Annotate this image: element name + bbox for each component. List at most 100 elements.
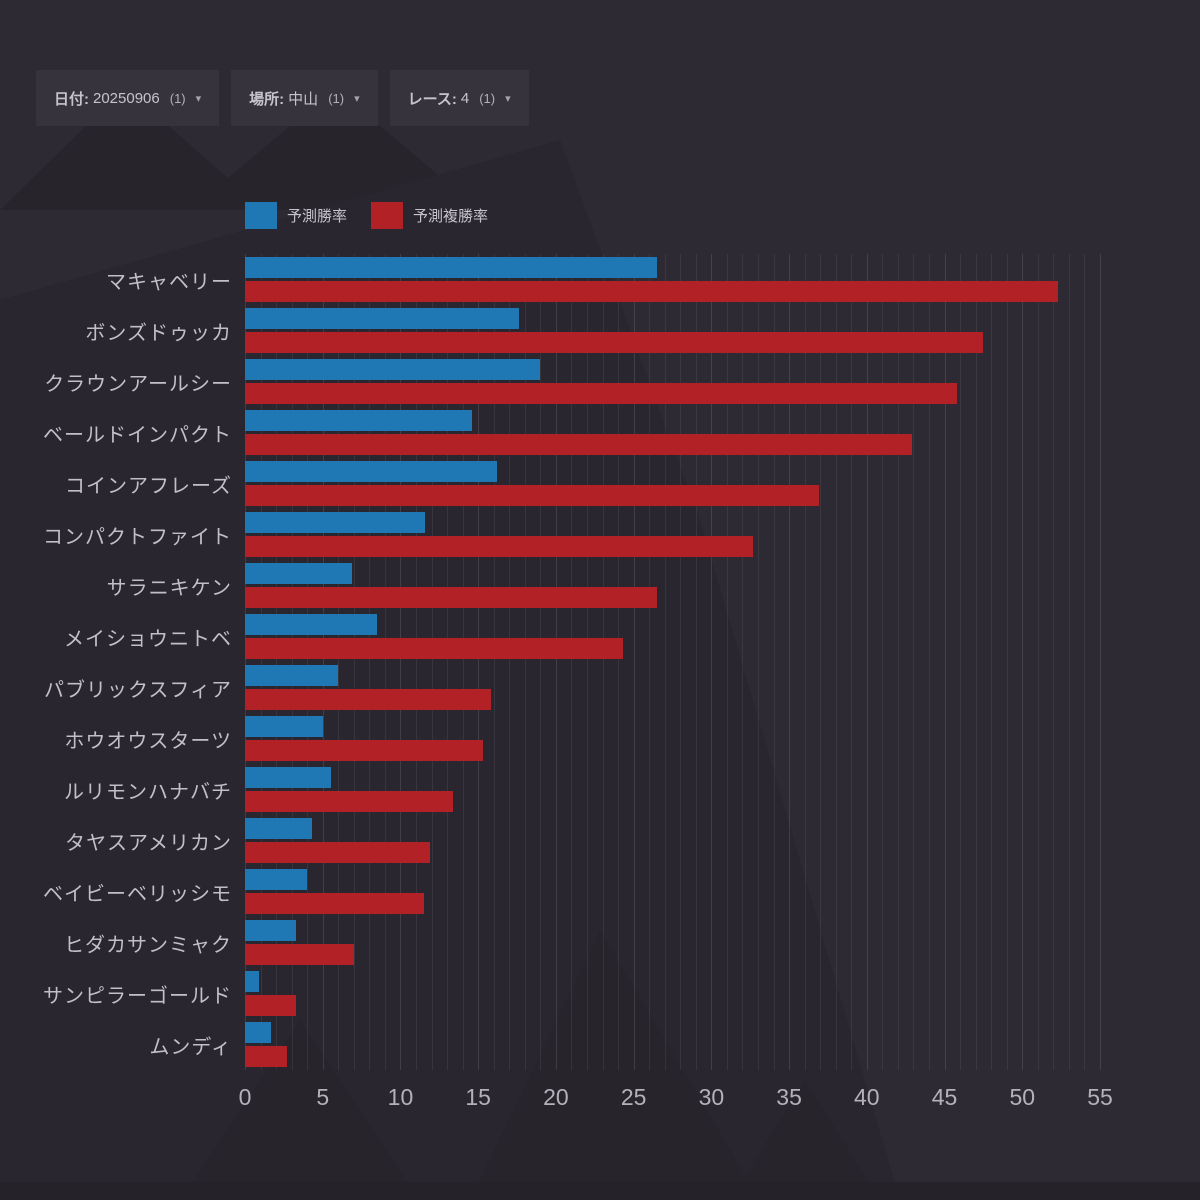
win-rate-bar	[245, 716, 323, 737]
chart-row: クラウンアールシー	[44, 356, 1100, 407]
gridline	[1006, 254, 1008, 1070]
win-rate-bar	[245, 971, 259, 992]
place-rate-bar	[245, 995, 297, 1016]
plot-area: マキャベリーボンズドゥッカクラウンアールシー ベールドインパクトコインアフレーズコ…	[43, 254, 1101, 1070]
gridline	[882, 254, 884, 1070]
gridline	[338, 254, 340, 1070]
category-label: コンパクトファイト	[43, 526, 232, 548]
x-tick-label: 30	[698, 1084, 725, 1110]
gridline	[866, 254, 868, 1070]
gridline	[384, 254, 386, 1070]
blue-swatch-icon	[245, 202, 277, 229]
gridline	[447, 254, 449, 1070]
gridline	[618, 254, 620, 1070]
gridline	[789, 254, 791, 1070]
category-label: ボンズドゥッカ	[85, 322, 232, 344]
category-label: メイショウニトベ	[64, 628, 232, 650]
legend-label: 予測複勝率	[413, 208, 489, 225]
gridline	[664, 254, 666, 1070]
race-filter-dropdown[interactable]: レース: 4 (1) ▾	[389, 70, 529, 126]
chart-row: サラニキケン	[107, 560, 1100, 611]
chart-row: コンパクトファイト	[43, 509, 1100, 560]
x-tick-label: 55	[1087, 1084, 1113, 1110]
place-rate-bar	[245, 740, 483, 761]
legend-item-place-rate[interactable]: 予測複勝率	[371, 202, 488, 229]
date-filter-count: (1)	[169, 90, 186, 106]
date-filter-dropdown[interactable]: 日付: 20250906 (1) ▾	[36, 70, 220, 126]
category-label: サンピラーゴールド	[43, 985, 232, 1007]
gridline	[540, 254, 542, 1070]
gridlines	[245, 254, 1101, 1070]
gridline	[913, 254, 915, 1070]
category-label: クラウンアールシー	[44, 373, 232, 395]
gridline	[322, 254, 324, 1070]
place-rate-bar	[245, 587, 657, 608]
place-rate-bar	[245, 893, 424, 914]
x-tick-label: 25	[620, 1084, 647, 1110]
gridline	[991, 254, 993, 1070]
gridline	[773, 254, 775, 1070]
chevron-down-icon: ▾	[354, 92, 360, 105]
x-tick-label: 15	[465, 1084, 491, 1110]
win-rate-bar	[245, 869, 308, 890]
win-rate-bar	[245, 614, 378, 635]
gridline	[680, 254, 682, 1070]
gridline	[276, 254, 278, 1070]
category-label: タヤスアメリカン	[65, 832, 232, 854]
win-rate-bar	[245, 512, 426, 533]
x-tick-label: 50	[1009, 1084, 1036, 1110]
category-label: ベールドインパクト	[43, 424, 232, 446]
win-rate-bar	[245, 1022, 272, 1043]
place-rate-bar	[245, 536, 754, 557]
win-rate-bar	[245, 410, 472, 431]
chart-row: ムンディ	[149, 1019, 1100, 1070]
gridline	[649, 254, 651, 1070]
place-filter-value: 中山	[288, 90, 319, 108]
gridline	[897, 254, 899, 1070]
chart-row: タヤスアメリカン	[65, 815, 1100, 866]
category-label: コインアフレーズ	[65, 475, 232, 497]
gridline	[726, 254, 728, 1070]
place-rate-bar	[245, 944, 354, 965]
category-label: ヒダカサンミャク	[64, 934, 232, 956]
gridline	[400, 254, 402, 1070]
win-rate-bar	[245, 563, 353, 584]
legend-item-win-rate[interactable]: 予測勝率	[245, 202, 347, 229]
gridline	[416, 254, 417, 1070]
category-label: ベイビーベリッシモ	[43, 883, 232, 905]
gridline	[929, 254, 930, 1070]
gridline	[695, 254, 697, 1070]
gridline	[820, 254, 822, 1070]
place-filter-dropdown[interactable]: 場所: 中山 (1) ▾	[231, 70, 378, 126]
gridline	[1100, 254, 1101, 1070]
category-label: ムンディ	[149, 1036, 232, 1058]
gridline	[960, 254, 962, 1070]
place-rate-bar	[245, 689, 491, 710]
gridline	[633, 254, 635, 1070]
win-rate-bar	[245, 920, 297, 941]
chart-row: マキャベリー	[106, 254, 1100, 305]
win-rate-bar	[245, 665, 339, 686]
gridline	[835, 254, 837, 1070]
gridline	[260, 254, 262, 1070]
gridline	[1084, 254, 1086, 1070]
category-label: サラニキケン	[106, 577, 232, 599]
horse-prediction-bar-chart: マキャベリーボンズドゥッカクラウンアールシー ベールドインパクトコインアフレーズコ…	[0, 254, 1200, 1116]
gridline	[1022, 254, 1024, 1070]
chart-row: ベイビーベリッシモ	[43, 866, 1100, 917]
x-tick-label: 20	[543, 1084, 569, 1110]
race-filter-label: レース:	[407, 90, 457, 108]
chart-row: ベールドインパクト	[43, 407, 1100, 458]
chart-row: ボンズドゥッカ	[85, 305, 1100, 356]
win-rate-bar	[245, 767, 331, 788]
gridline	[1037, 254, 1039, 1070]
gridline	[758, 254, 759, 1070]
x-tick-label: 45	[931, 1084, 958, 1110]
place-rate-bar	[245, 485, 819, 506]
x-tick-label: 10	[387, 1084, 414, 1110]
chevron-down-icon: ▾	[505, 92, 511, 105]
race-filter-value: 4	[460, 89, 470, 107]
filter-bar: 日付: 20250906 (1) ▾ 場所: 中山 (1) ▾ レース: 4 (…	[36, 70, 529, 126]
gridline	[509, 254, 511, 1070]
